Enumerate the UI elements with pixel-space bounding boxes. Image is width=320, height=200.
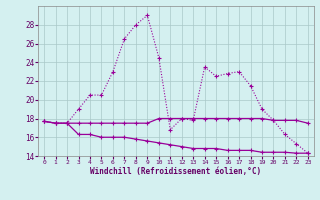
X-axis label: Windchill (Refroidissement éolien,°C): Windchill (Refroidissement éolien,°C) <box>91 167 261 176</box>
